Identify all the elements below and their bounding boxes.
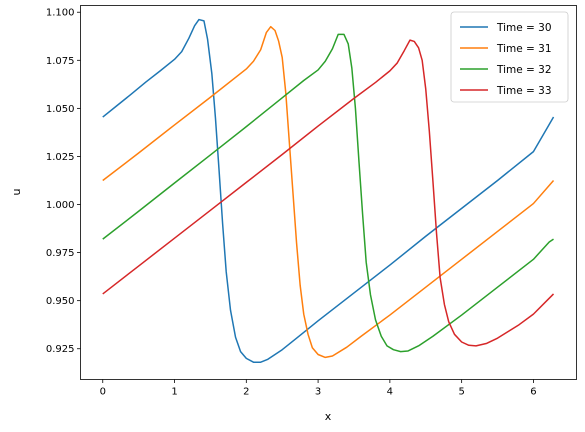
y-tick-label: 1.050 [46,104,75,115]
y-axis: 0.925 0.950 0.975 1.000 1.025 1.050 1.075 1.100 [46,8,81,355]
x-tick-label: 4 [387,387,393,398]
legend-label: Time = 33 [496,85,552,97]
legend-box [450,11,569,103]
y-tick-label: 0.925 [46,344,75,355]
y-axis-label: u [10,189,23,196]
series-line-4 [102,39,555,347]
x-tick-label: 3 [315,387,321,398]
series-line-1 [102,18,555,363]
axes-frame [80,5,577,380]
plot-area [102,18,555,363]
y-tick-label: 1.000 [46,200,75,211]
series-line-2 [102,25,555,359]
legend: Time = 30 Time = 31 Time = 32 Time = 33 [450,11,569,103]
y-tick-label: 1.025 [46,152,75,163]
legend-label: Time = 32 [496,64,552,76]
x-axis: 0 1 2 3 4 5 6 [100,379,537,398]
y-tick-label: 0.975 [46,248,75,259]
legend-label: Time = 30 [496,22,552,34]
x-tick-label: 1 [171,387,177,398]
x-tick-label: 6 [530,387,536,398]
x-tick-label: 0 [100,387,106,398]
legend-label: Time = 31 [496,43,552,55]
x-tick-label: 2 [243,387,249,398]
y-tick-label: 1.100 [46,8,75,19]
y-tick-label: 0.950 [46,296,75,307]
series-line-3 [102,33,554,353]
x-axis-label: x [325,410,332,423]
y-tick-label: 1.075 [46,56,75,67]
x-tick-label: 5 [458,387,464,398]
